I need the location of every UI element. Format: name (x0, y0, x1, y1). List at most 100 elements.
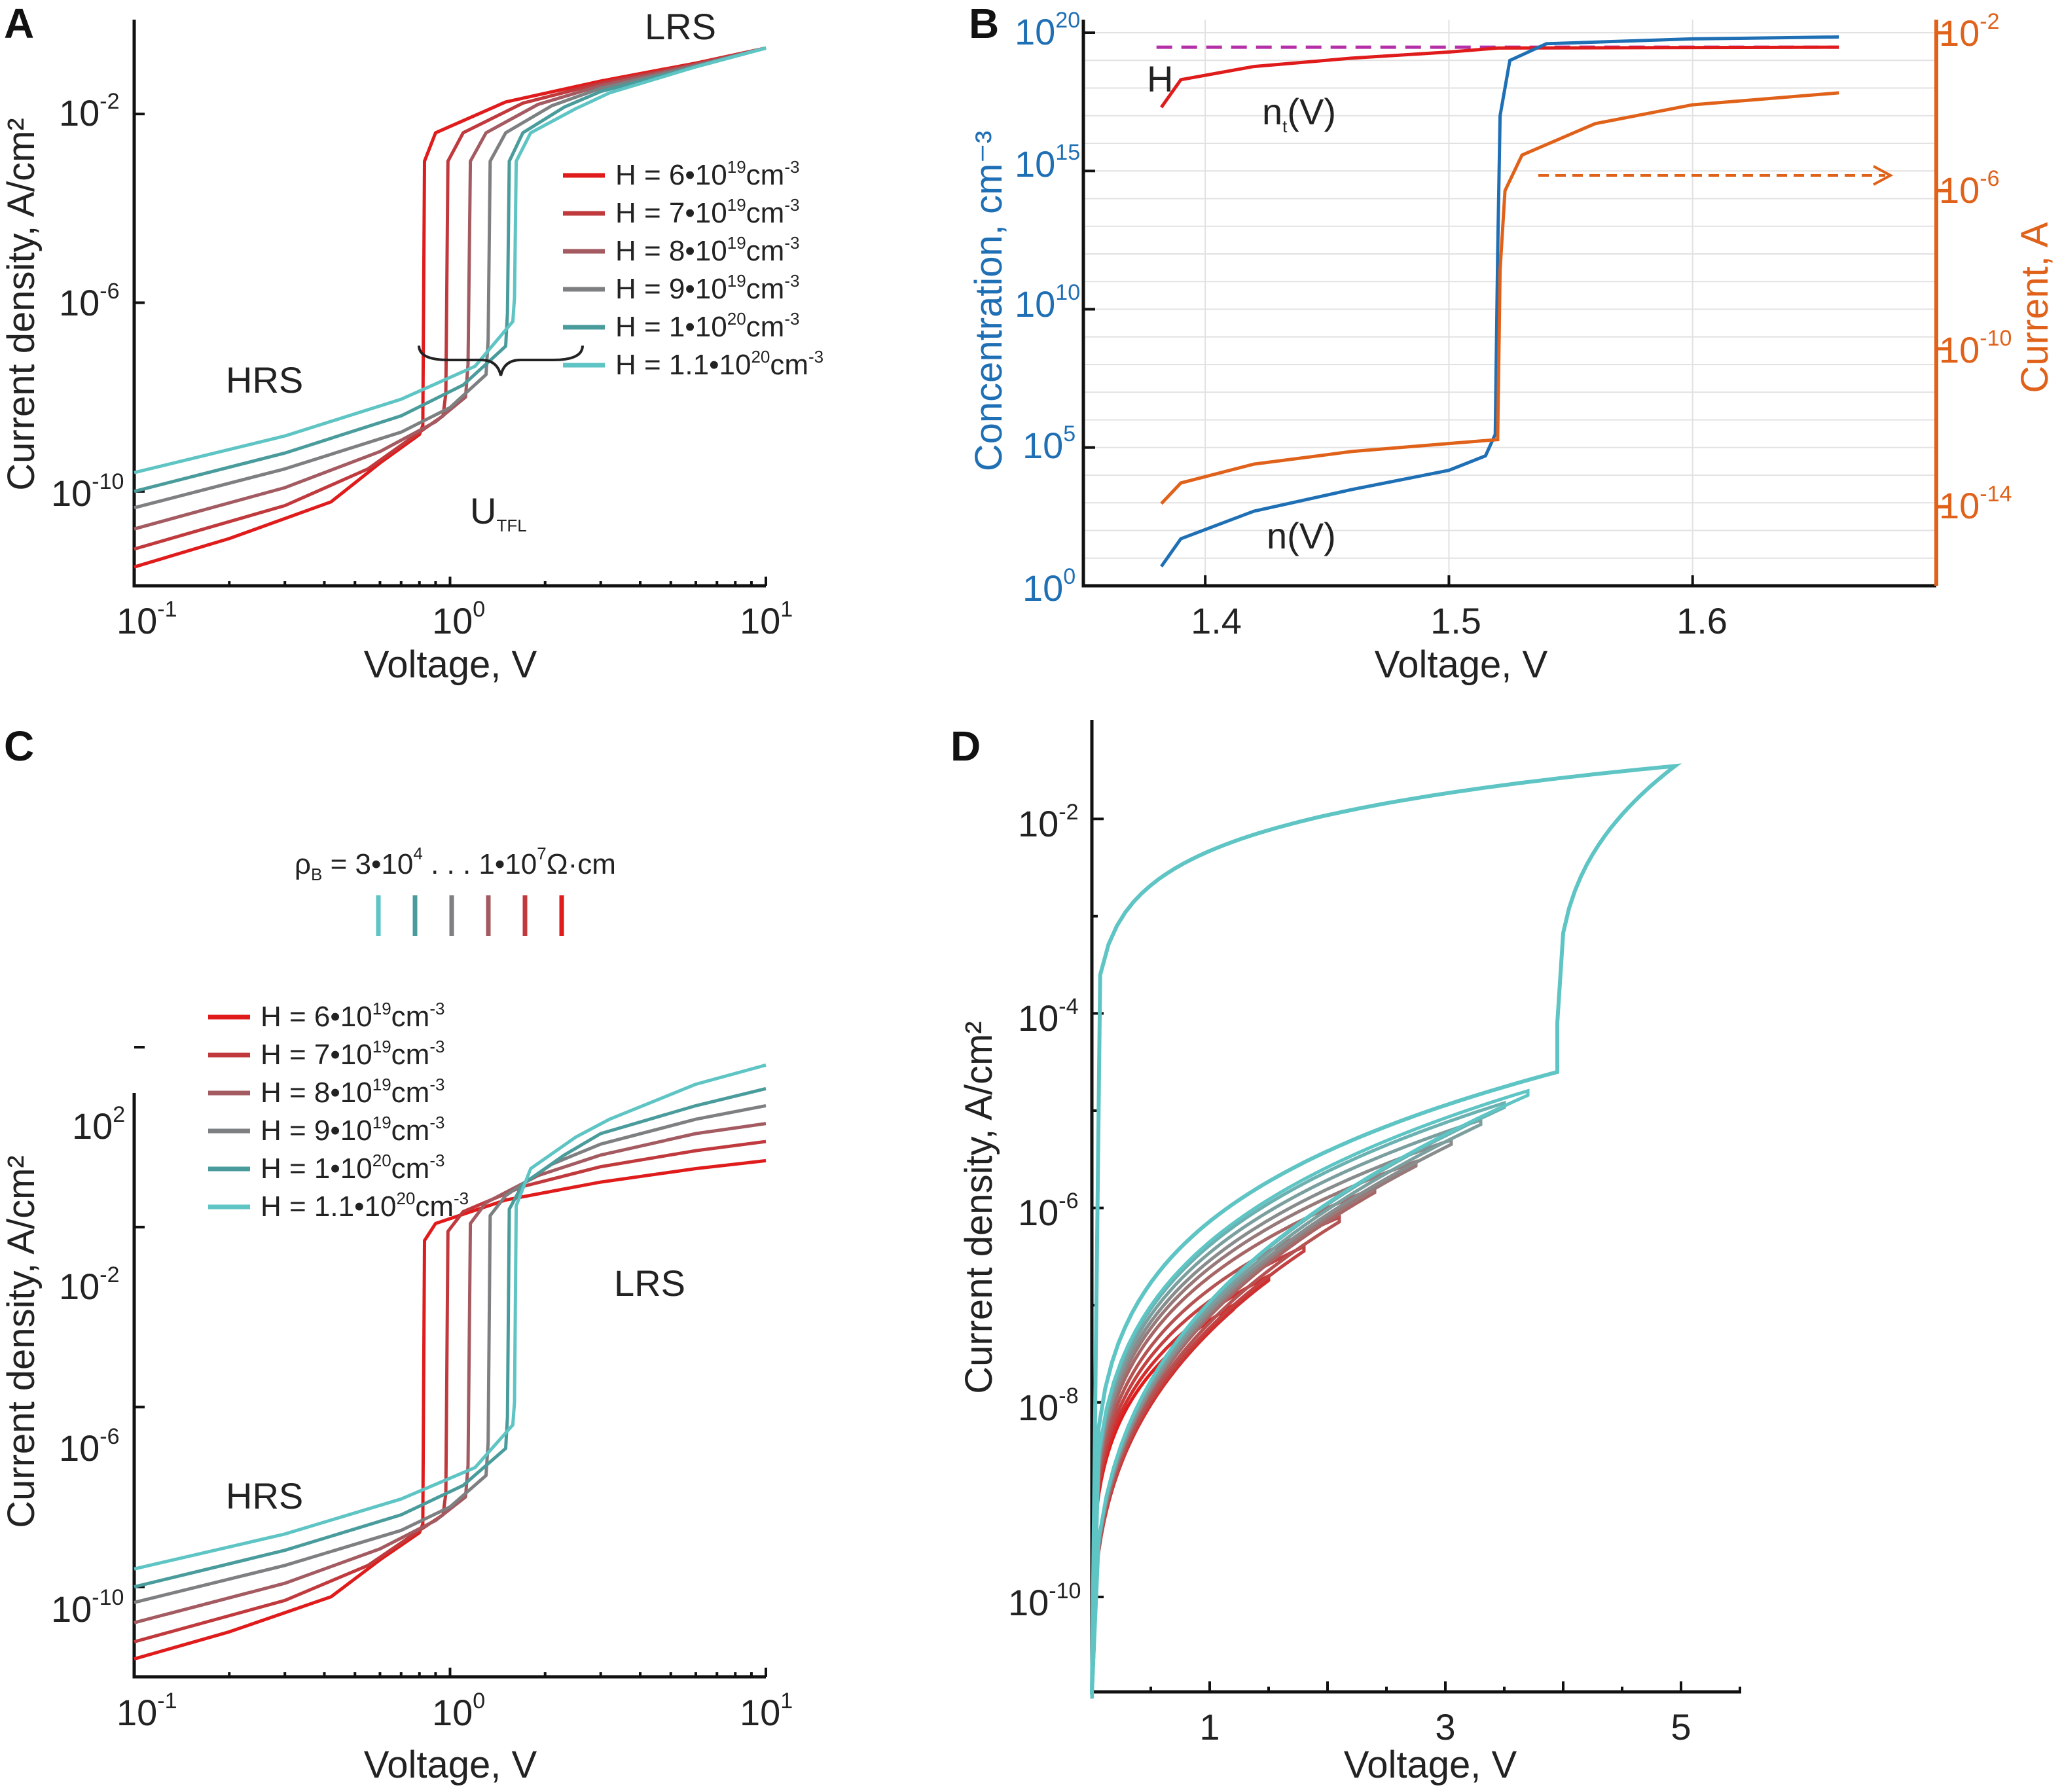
d-ytick-5: 10-2 (1018, 800, 1079, 844)
b-rtick-3: 10-6 (1939, 166, 2000, 211)
b-xtick-2: 1.5 (1430, 600, 1481, 641)
panel-b-right-ticks: 10-14 10-10 10-6 10-2 (1939, 9, 2012, 526)
legend-entry-2: H = 7•1019cm-3 (261, 1037, 444, 1071)
panel-c: C 10-10 10-6 10-2 102 10-1 100 101 Volta… (0, 723, 793, 1786)
c-hrs-label: HRS (226, 1475, 303, 1516)
c-ytick-1: 10-10 (51, 1585, 124, 1630)
legend-entry-5: H = 1•1020cm-3 (615, 309, 799, 343)
a-ytick-2: 10-6 (59, 279, 120, 323)
c-ylabel: Current density, A/cm² (0, 1155, 43, 1528)
panel-a-letter: A (4, 0, 34, 47)
legend-entry-2: H = 7•1019cm-3 (615, 195, 799, 229)
panel-b-grid (1083, 20, 1936, 586)
series-line-4 (134, 1103, 767, 1604)
a-lrs-label: LRS (645, 6, 716, 47)
b-ltick-1: 100 (1022, 564, 1076, 609)
panel-d-minor-ticks (1092, 817, 1741, 1692)
b-nt-label: nt(V) (1262, 91, 1336, 136)
series-line-1 (134, 46, 767, 569)
d-ytick-2: 10-8 (1018, 1384, 1079, 1428)
panel-c-axes (132, 1093, 766, 1679)
d-loop-7 (1090, 1138, 1453, 1699)
d-ytick-3: 10-6 (1018, 1189, 1079, 1233)
b-ltick-4: 1015 (1015, 140, 1080, 185)
b-ylabel-left: Concentration, cm⁻³ (968, 131, 1010, 472)
panel-d-letter: D (950, 723, 981, 770)
legend-entry-4: H = 9•1019cm-3 (615, 271, 799, 305)
d-loop-3 (1090, 1244, 1306, 1699)
a-xlabel: Voltage, V (364, 643, 537, 686)
legend-entry-1: H = 6•1019cm-3 (261, 999, 444, 1033)
d-xlabel: Voltage, V (1344, 1744, 1517, 1786)
d-ytick-1: 10-10 (1008, 1579, 1081, 1623)
panel-b-letter: B (969, 0, 999, 47)
panel-c-xticks: 10-1 100 101 (117, 1689, 793, 1733)
series-line-6 (134, 1063, 767, 1571)
series-line-2 (134, 1139, 767, 1643)
b-ltick-5: 1020 (1015, 8, 1080, 52)
b-series-ntv (1160, 45, 1839, 109)
b-series-nv (1160, 35, 1839, 567)
c-xlabel: Voltage, V (364, 1744, 537, 1786)
legend-entry-3: H = 8•1019cm-3 (615, 233, 799, 267)
legend-entry-1: H = 6•1019cm-3 (615, 157, 799, 191)
c-rho-label: ρB = 3•104 . . . 1•107Ω·cm (295, 844, 616, 884)
d-ytick-4: 10-4 (1018, 994, 1079, 1039)
a-ytick-3: 10-2 (59, 89, 120, 134)
b-ylabel-right: Current, A (2014, 222, 2056, 393)
panel-a-yticks: 10-10 10-6 10-2 (51, 89, 124, 514)
series-line-5 (134, 46, 767, 493)
series-line-3 (134, 46, 767, 531)
panel-c-legend: H = 6•1019cm-3 H = 7•1019cm-3 H = 8•1019cm… (208, 999, 469, 1223)
d-loop-5 (1090, 1185, 1377, 1699)
d-ylabel: Current density, A/cm² (958, 1021, 1000, 1393)
a-utfl-brace (418, 345, 584, 376)
a-xtick-3: 101 (740, 597, 793, 641)
panel-d-yticks: 10-10 10-8 10-6 10-4 10-2 (1008, 800, 1081, 1623)
legend-entry-5: H = 1•1020cm-3 (261, 1151, 444, 1185)
a-ylabel: Current density, A/cm² (0, 118, 43, 490)
legend-entry-3: H = 8•1019cm-3 (261, 1075, 444, 1109)
c-rho-bars (376, 895, 564, 936)
series-line-1 (134, 1158, 767, 1661)
series-line-2 (134, 46, 767, 551)
series-line-3 (134, 1122, 767, 1624)
b-ltick-2: 105 (1022, 421, 1076, 466)
panel-a: A 10-10 10-6 10-2 10-1 100 101 Voltage, … (0, 0, 823, 686)
d-xtick-2: 3 (1435, 1706, 1455, 1747)
d-xtick-1: 1 (1199, 1706, 1220, 1747)
b-arrowhead (1873, 165, 1894, 186)
legend-entry-6: H = 1.1•1020cm-3 (261, 1189, 469, 1223)
b-ltick-3: 1010 (1015, 280, 1080, 325)
b-series-current (1160, 91, 1839, 505)
c-xtick-3: 101 (740, 1689, 793, 1733)
legend-entry-6: H = 1.1•1020cm-3 (615, 347, 823, 381)
panel-b-axes (1081, 20, 1936, 588)
b-xtick-3: 1.6 (1676, 600, 1727, 641)
b-h-label: H (1147, 58, 1173, 99)
series-line-6 (134, 46, 767, 475)
a-xtick-1: 10-1 (117, 597, 177, 641)
a-ytick-1: 10-10 (51, 469, 124, 514)
legend-entry-4: H = 9•1019cm-3 (261, 1113, 444, 1147)
panel-c-curves (133, 1046, 767, 1677)
panel-d-curves (1090, 763, 1682, 1699)
panel-d-xticks: 1 3 5 (1199, 1706, 1691, 1747)
panel-a-xticks: 10-1 100 101 (117, 597, 793, 641)
b-rtick-4: 10-2 (1939, 9, 2000, 54)
panel-d-axes (1090, 720, 1741, 1694)
a-hrs-label: HRS (226, 359, 303, 401)
b-rtick-1: 10-14 (1939, 482, 2012, 526)
c-xtick-2: 100 (432, 1689, 485, 1733)
panel-a-curves (133, 46, 767, 586)
panel-b-left-ticks: 100 105 1010 1015 1020 (1015, 8, 1080, 609)
d-switch-loop (1090, 763, 1682, 1694)
d-loop-8 (1090, 1117, 1483, 1699)
panel-c-yticks: 10-10 10-6 10-2 102 (51, 1102, 125, 1630)
panel-b-curves (1083, 31, 1951, 587)
a-xtick-2: 100 (432, 597, 485, 641)
panel-a-legend: H = 6•1019cm-3 H = 7•1019cm-3 H = 8•1019cm… (563, 157, 823, 381)
b-xtick-1: 1.4 (1191, 600, 1242, 641)
a-utfl-label: UTFL (470, 490, 527, 535)
